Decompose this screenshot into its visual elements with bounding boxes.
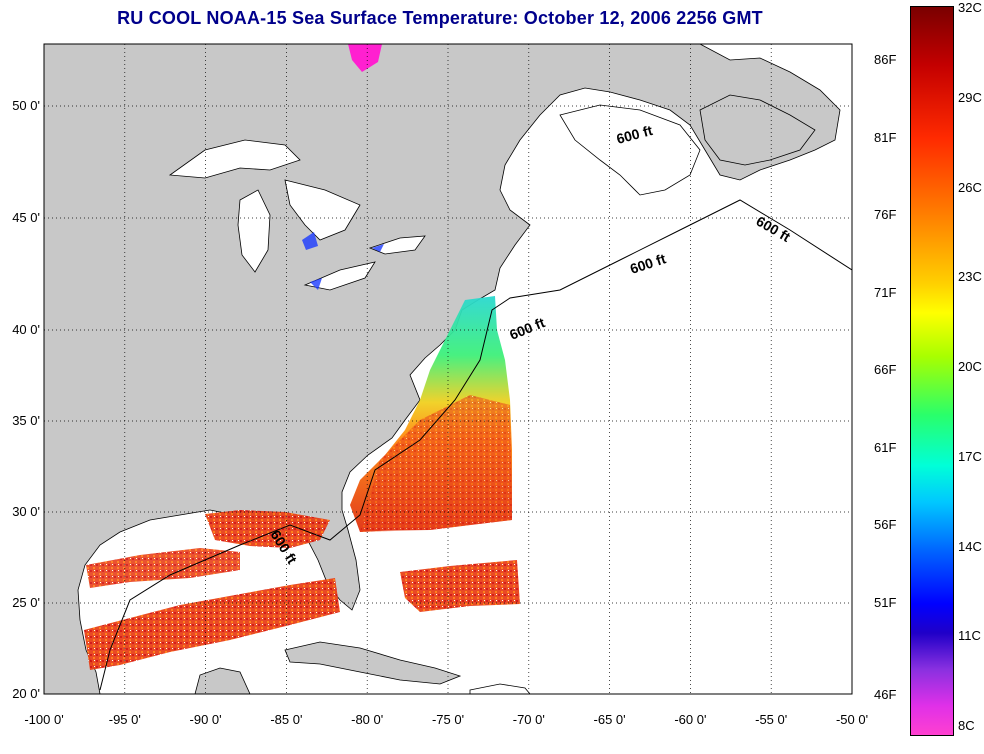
lake-magenta-highlight	[348, 44, 382, 72]
lake-blue-highlights	[302, 232, 384, 290]
longitude-labels: -100 0' -95 0' -90 0' -85 0' -80 0' -75 0' -70…	[24, 712, 868, 727]
colorbar-f-label: 56F	[874, 517, 897, 532]
colorbar-f-label: 81F	[874, 129, 897, 145]
lon-tick-label: -80 0'	[351, 712, 383, 727]
colorbar-f-label: 66F	[874, 362, 897, 377]
colorbar-f-label: 61F	[874, 439, 897, 455]
colorbar-c-label: 32C	[958, 0, 982, 15]
graticule	[44, 44, 852, 694]
latitude-labels: 20 0' 25 0' 30 0' 35 0' 40 0' 45 0' 50 0'	[12, 98, 40, 701]
lat-tick-label: 35 0'	[12, 413, 40, 428]
colorbar-f-label: 76F	[874, 207, 897, 222]
colorbar-f-label: 86F	[874, 52, 897, 67]
lon-tick-label: -50 0'	[836, 712, 868, 727]
sst-swath-bahamas	[400, 560, 520, 612]
sst-swath-south	[84, 578, 340, 670]
colorbar-c-label: 8C	[958, 718, 975, 733]
colorbar-c-label: 23C	[958, 269, 982, 285]
map-title: RU COOL NOAA-15 Sea Surface Temperature:…	[117, 8, 763, 28]
lake-erie	[303, 261, 376, 291]
colorbar-f-label: 51F	[874, 594, 897, 610]
lake-ontario	[368, 235, 426, 255]
lat-tick-label: 45 0'	[12, 210, 40, 225]
lake-huron	[284, 179, 361, 241]
lon-tick-label: -55 0'	[755, 712, 787, 727]
sst-swath-gulf-north	[205, 510, 330, 548]
land-hispaniola	[469, 683, 531, 694]
gulf-st-lawrence	[559, 104, 701, 196]
colorbar-c-label: 20C	[958, 359, 982, 374]
lon-tick-label: -85 0'	[270, 712, 302, 727]
lon-tick-label: -95 0'	[109, 712, 141, 727]
colorbar-f-label: 46F	[874, 687, 897, 702]
lat-tick-label: 20 0'	[12, 686, 40, 701]
colorbar-c-label: 29C	[958, 89, 982, 105]
lon-tick-label: -75 0'	[432, 712, 464, 727]
lat-tick-label: 50 0'	[12, 98, 40, 113]
lon-tick-label: -70 0'	[513, 712, 545, 727]
lake-superior	[168, 139, 301, 179]
colorbar-c-label: 17C	[958, 448, 982, 464]
lon-tick-label: -90 0'	[190, 712, 222, 727]
land-cuba	[284, 641, 462, 685]
colorbar-c-label: 11C	[958, 628, 981, 644]
colorbar-c-label: 14C	[958, 538, 982, 554]
land-newfoundland	[699, 94, 816, 166]
colorbar-f-label: 71F	[874, 284, 897, 300]
colorbar-c-label: 26C	[958, 179, 982, 195]
lon-tick-label: -65 0'	[594, 712, 626, 727]
lat-tick-label: 25 0'	[12, 595, 40, 610]
lon-tick-label: -100 0'	[24, 712, 63, 727]
land-yucatan	[194, 667, 251, 694]
sst-swath-gulf-west	[86, 548, 240, 588]
lat-tick-label: 40 0'	[12, 322, 40, 337]
temperature-colorbar	[910, 6, 954, 736]
contour-600ft	[99, 199, 852, 691]
lake-michigan	[237, 189, 271, 273]
sst-swath-atlantic-texture	[360, 395, 512, 532]
map-frame	[43, 43, 853, 695]
lat-tick-label: 30 0'	[12, 504, 40, 519]
lon-tick-label: -60 0'	[674, 712, 706, 727]
